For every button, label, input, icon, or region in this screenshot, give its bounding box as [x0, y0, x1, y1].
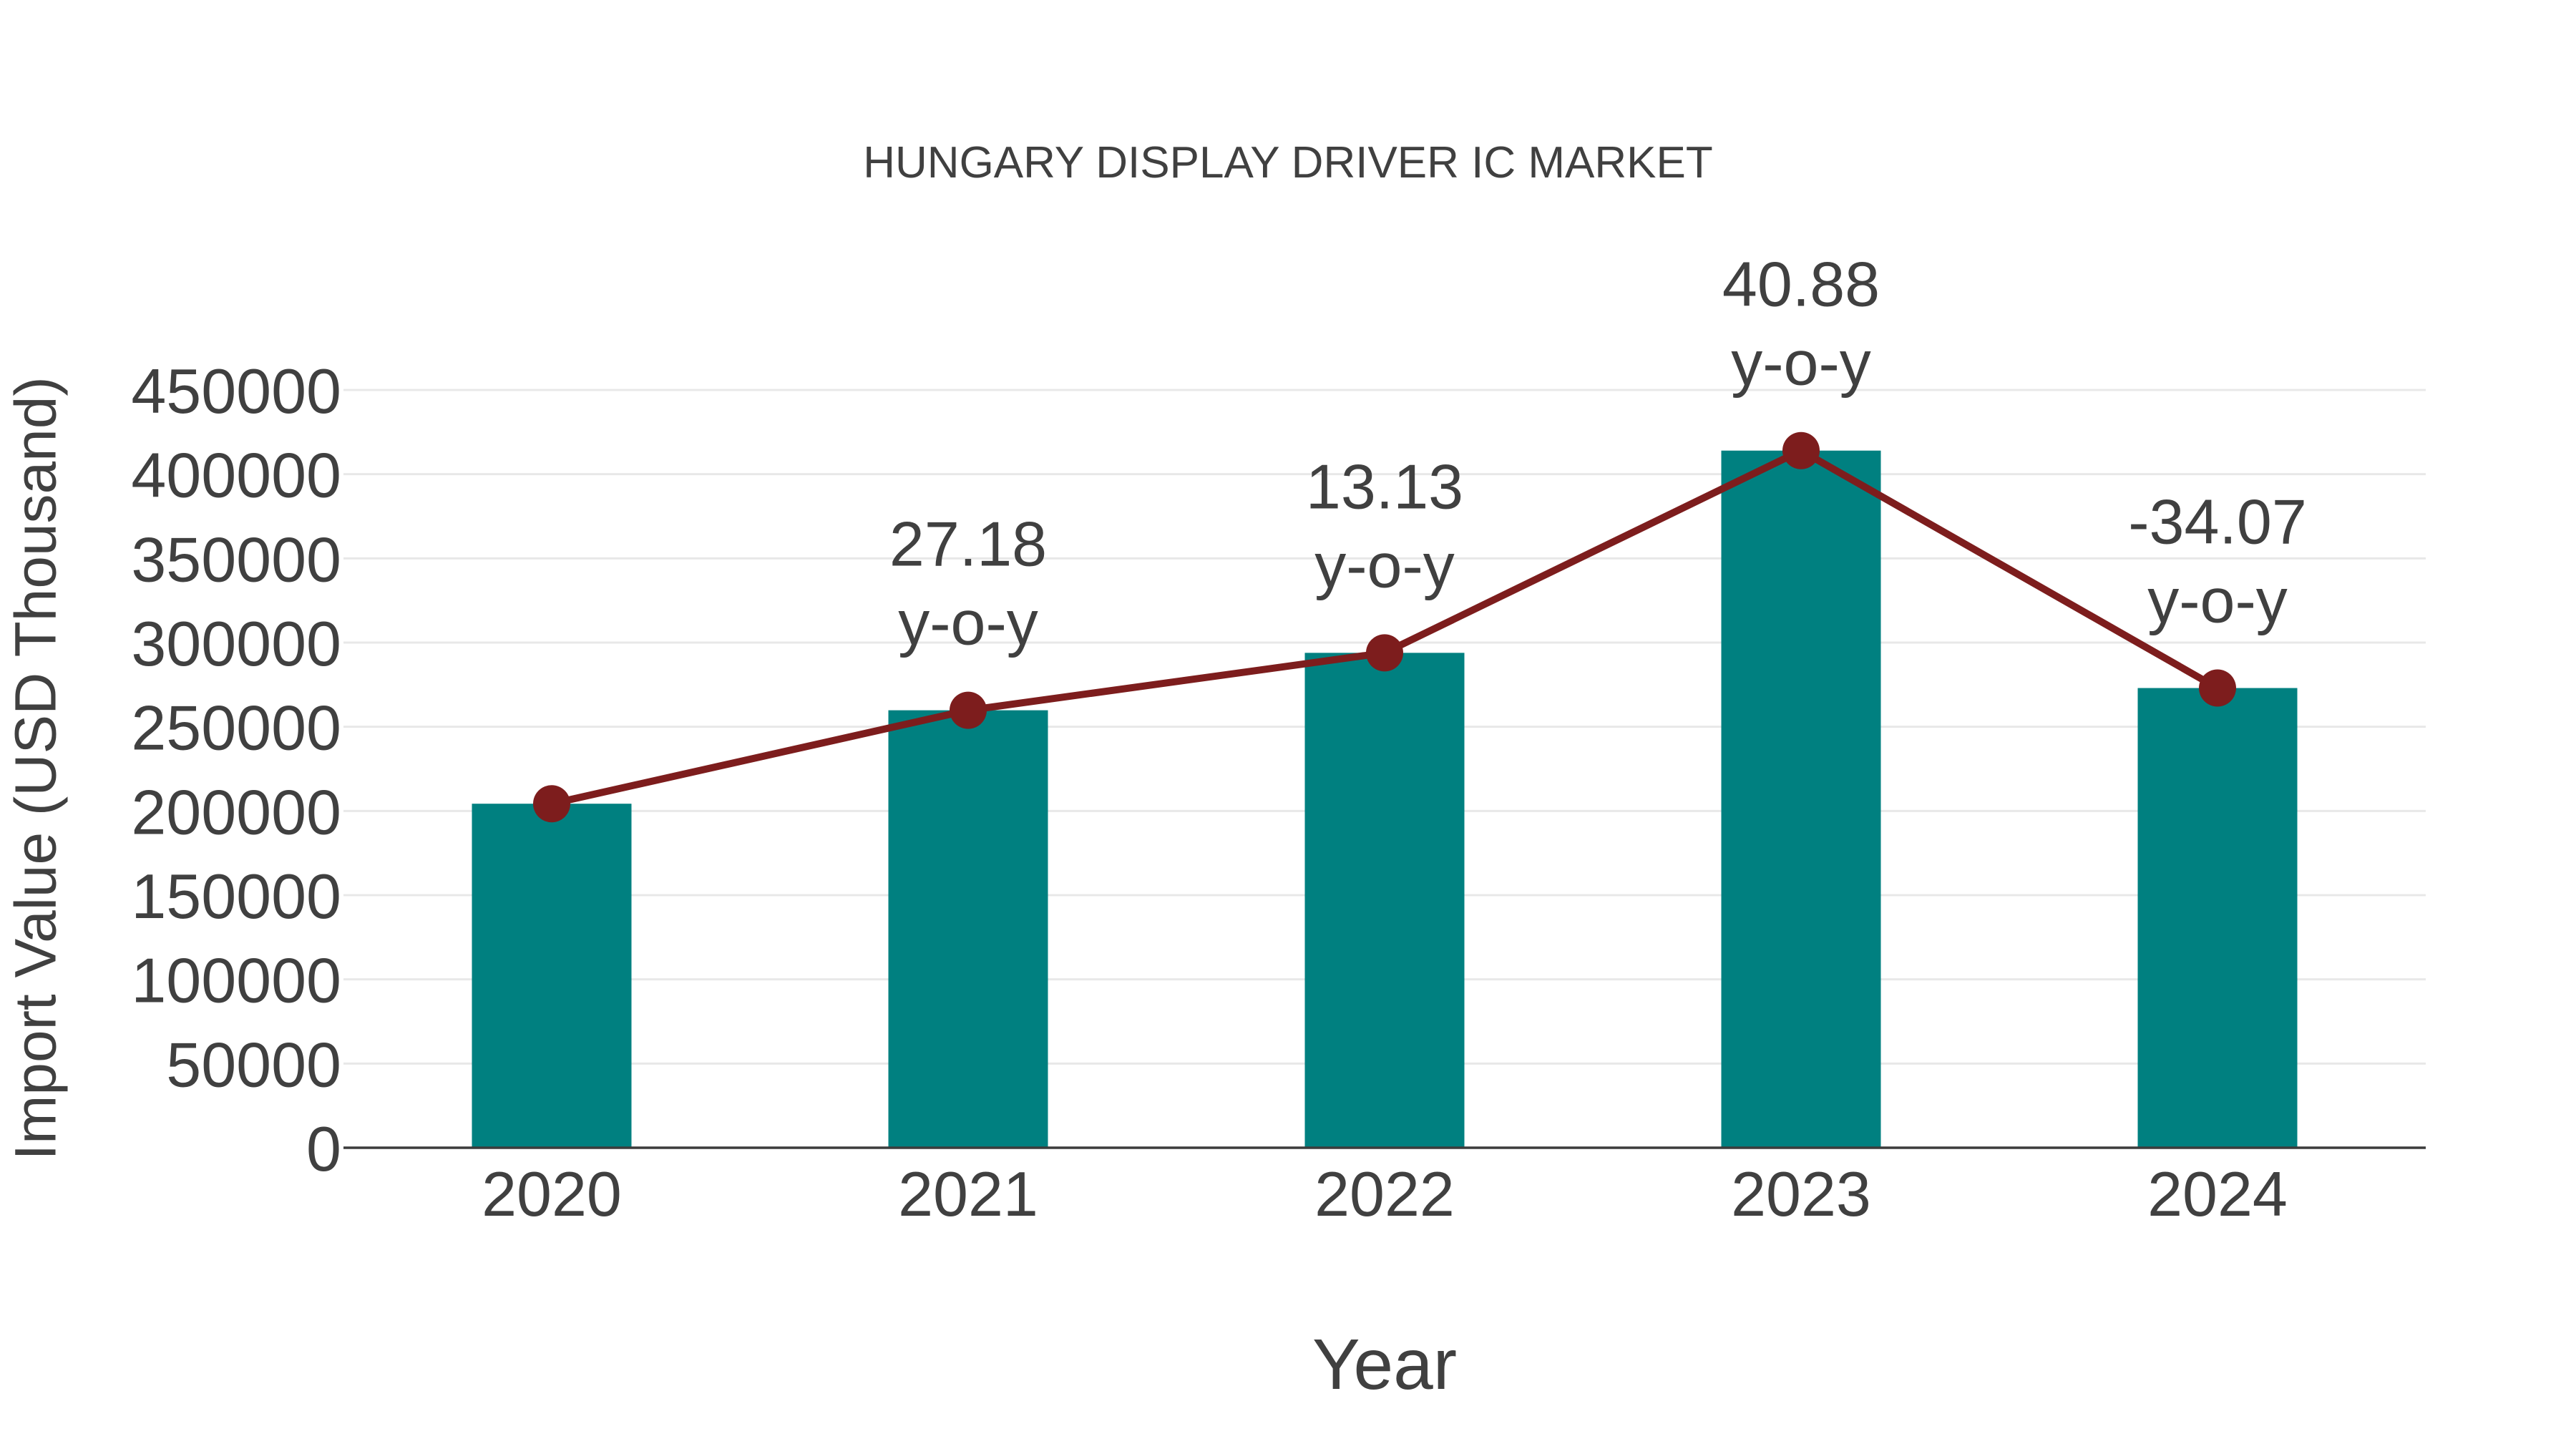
bars-layer: [472, 450, 2298, 1148]
x-tick-label-2022: 2022: [1314, 1158, 1455, 1229]
bar-2023: [1721, 450, 1881, 1148]
annotation-suffix-2022: y-o-y: [1314, 530, 1455, 600]
y-tick-label-250000: 250000: [131, 693, 341, 763]
bar-2024: [2137, 688, 2298, 1148]
annotation-suffix-2023: y-o-y: [1731, 328, 1871, 399]
bar-2022: [1304, 653, 1465, 1148]
trend-marker-2022: [1366, 634, 1403, 672]
y-tick-label-200000: 200000: [131, 776, 341, 847]
y-tick-label-300000: 300000: [131, 608, 341, 679]
x-tick-label-2021: 2021: [898, 1158, 1038, 1229]
x-tick-label-2020: 2020: [482, 1158, 622, 1229]
trend-marker-2024: [2199, 669, 2236, 707]
bar-2021: [888, 710, 1048, 1148]
x-tick-label-2023: 2023: [1731, 1158, 1871, 1229]
y-tick-label-400000: 400000: [131, 440, 341, 511]
x-tick-labels: 2020 2021 2022 2023 2024: [482, 1158, 2288, 1229]
y-tick-labels: 0 50000 100000 150000 200000 250000 300000 3500…: [131, 356, 341, 1184]
annotation-value-2023: 40.88: [1722, 249, 1880, 320]
annotation-value-2021: 27.18: [889, 509, 1047, 580]
annotation-suffix-2021: y-o-y: [898, 587, 1038, 658]
y-tick-label-350000: 350000: [131, 524, 341, 595]
annotations-layer: 27.18y-o-y13.13y-o-y40.88y-o-y-34.07y-o-…: [889, 249, 2307, 658]
y-tick-label-0: 0: [306, 1113, 341, 1184]
y-axis-title: Import Value (USD Thousand): [4, 376, 69, 1160]
trend-line-layer: [533, 431, 2236, 823]
trend-marker-2021: [950, 691, 987, 729]
y-tick-label-450000: 450000: [131, 356, 341, 426]
annotation-suffix-2024: y-o-y: [2147, 565, 2288, 636]
y-tick-label-50000: 50000: [166, 1029, 341, 1100]
bar-2020: [472, 804, 632, 1148]
trend-marker-2023: [1782, 431, 1820, 469]
annotation-value-2022: 13.13: [1306, 451, 1463, 522]
chart-title: HUNGARY DISPLAY DRIVER IC MARKET: [863, 138, 1712, 187]
y-tick-label-150000: 150000: [131, 861, 341, 932]
trend-marker-2020: [533, 785, 570, 823]
annotation-value-2024: -34.07: [2128, 487, 2307, 557]
x-tick-label-2024: 2024: [2147, 1158, 2288, 1229]
x-axis-title: Year: [1312, 1324, 1457, 1405]
y-tick-label-100000: 100000: [131, 945, 341, 1016]
